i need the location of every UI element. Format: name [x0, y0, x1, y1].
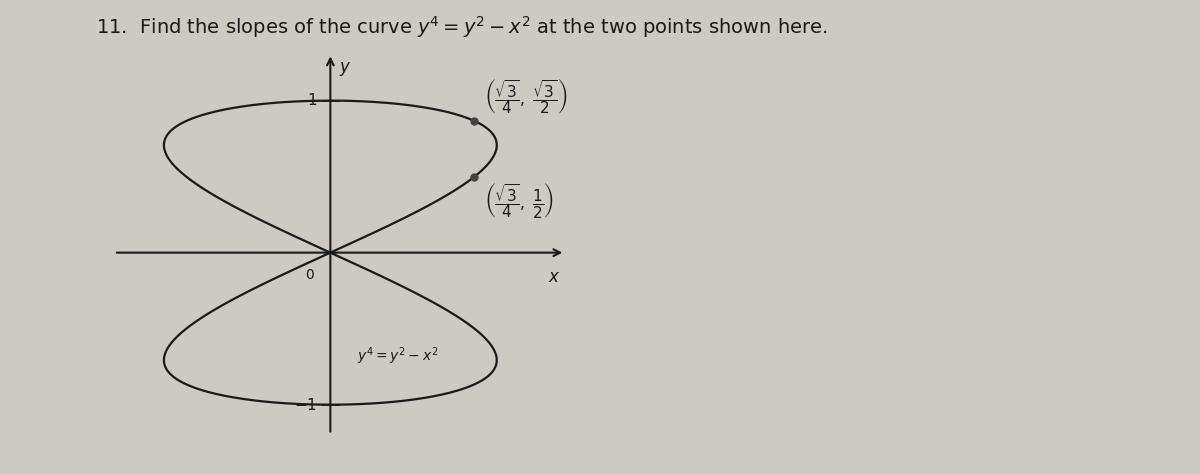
Text: $\left(\dfrac{\sqrt{3}}{4},\ \dfrac{1}{2}\right)$: $\left(\dfrac{\sqrt{3}}{4},\ \dfrac{1}{2… — [485, 181, 554, 220]
Text: $x$: $x$ — [548, 268, 560, 286]
Text: $y$: $y$ — [338, 60, 352, 78]
Text: $y^4 = y^2 - x^2$: $y^4 = y^2 - x^2$ — [356, 345, 438, 367]
Text: 11.  Find the slopes of the curve $y^4 = y^2 - x^2$ at the two points shown here: 11. Find the slopes of the curve $y^4 = … — [96, 14, 828, 40]
Text: 1: 1 — [307, 93, 317, 108]
Text: $-1$: $-1$ — [294, 397, 317, 413]
Text: 0: 0 — [305, 268, 313, 282]
Text: $\left(\dfrac{\sqrt{3}}{4},\ \dfrac{\sqrt{3}}{2}\right)$: $\left(\dfrac{\sqrt{3}}{4},\ \dfrac{\sqr… — [485, 77, 568, 117]
